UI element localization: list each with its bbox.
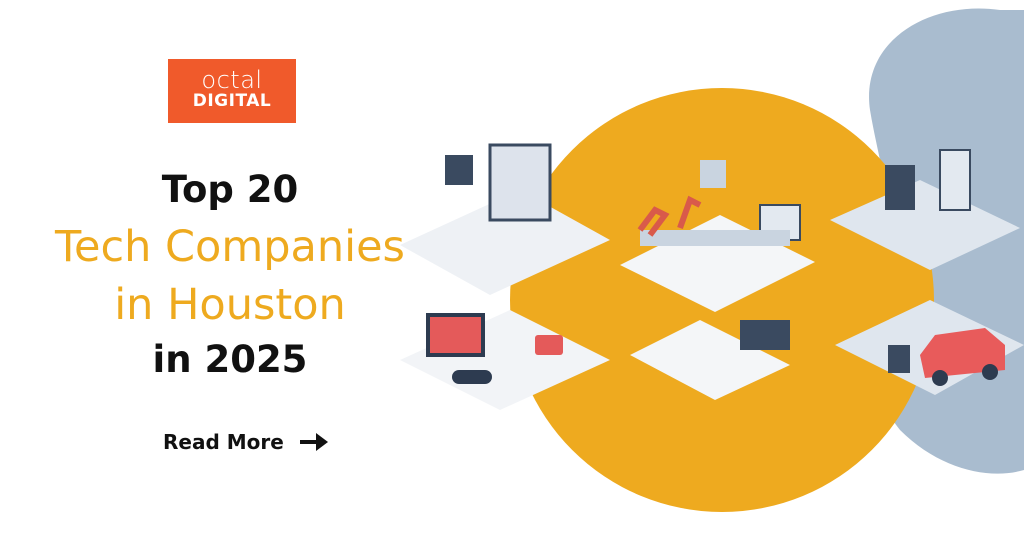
devices	[426, 143, 1005, 386]
read-more-button[interactable]: Read More	[163, 430, 330, 454]
logo-line2: DIGITAL	[192, 91, 272, 111]
headline-line1: Top 20	[161, 168, 299, 211]
logo-line1: octal	[201, 66, 263, 94]
headline-line3: in Houston	[114, 280, 346, 330]
arrow-right-icon	[299, 433, 328, 451]
headline-line2: Tech Companies	[55, 222, 405, 272]
octal-digital-logo: octal DIGITAL	[168, 59, 296, 123]
read-more-label: Read More	[163, 430, 284, 454]
headline-line4: in 2025	[152, 338, 308, 381]
